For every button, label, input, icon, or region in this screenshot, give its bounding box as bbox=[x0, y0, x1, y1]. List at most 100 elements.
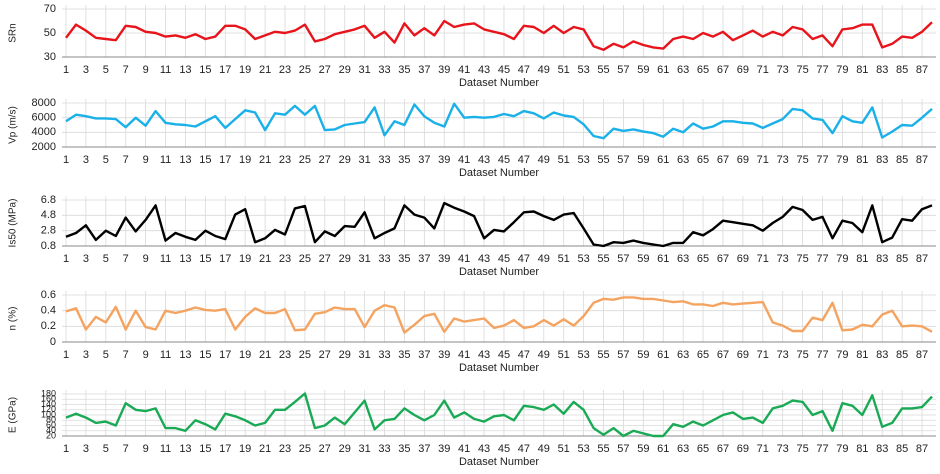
x-tick-label: 23 bbox=[279, 349, 291, 361]
x-tick-label: 81 bbox=[856, 64, 868, 76]
x-tick-label: 1 bbox=[63, 443, 69, 455]
x-tick-label: 45 bbox=[498, 349, 510, 361]
x-tick-label: 85 bbox=[896, 349, 908, 361]
x-tick-label: 11 bbox=[160, 349, 171, 361]
x-tick-label: 19 bbox=[239, 443, 251, 455]
x-tick-label: 67 bbox=[717, 64, 729, 76]
x-tick-label: 45 bbox=[498, 154, 510, 166]
x-tick-label: 9 bbox=[143, 443, 149, 455]
x-tick-label: 65 bbox=[697, 443, 709, 455]
x-tick-label: 5 bbox=[103, 64, 109, 76]
x-tick-label: 1 bbox=[63, 349, 69, 361]
x-tick-label: 45 bbox=[498, 253, 510, 265]
x-tick-label: 61 bbox=[657, 253, 669, 265]
x-tick-label: 37 bbox=[418, 64, 430, 76]
x-tick-label: 79 bbox=[836, 154, 848, 166]
x-tick-label: 9 bbox=[143, 253, 149, 265]
x-tick-label: 39 bbox=[438, 64, 450, 76]
x-tick-label: 7 bbox=[123, 443, 129, 455]
x-tick-label: 27 bbox=[319, 64, 331, 76]
x-tick-label: 21 bbox=[259, 154, 271, 166]
x-tick-label: 3 bbox=[83, 154, 89, 166]
x-tick-label: 87 bbox=[916, 253, 928, 265]
x-tick-label: 51 bbox=[558, 349, 570, 361]
y-tick-label: 0 bbox=[50, 336, 56, 348]
x-tick-label: 23 bbox=[279, 64, 291, 76]
x-tick-label: 3 bbox=[83, 253, 89, 265]
x-tick-label: 57 bbox=[617, 349, 629, 361]
x-tick-label: 39 bbox=[438, 443, 450, 455]
y-axis-title: SRn bbox=[8, 23, 19, 42]
x-tick-label: 49 bbox=[538, 443, 550, 455]
x-tick-label: 23 bbox=[279, 443, 291, 455]
x-tick-label: 45 bbox=[498, 64, 510, 76]
x-tick-label: 7 bbox=[123, 253, 129, 265]
x-axis-title: Dataset Number bbox=[459, 77, 539, 89]
x-tick-label: 87 bbox=[916, 154, 928, 166]
x-tick-label: 53 bbox=[577, 443, 589, 455]
x-tick-label: 87 bbox=[916, 64, 928, 76]
x-tick-label: 79 bbox=[836, 443, 848, 455]
y-axis-title: Is50 (MPa) bbox=[8, 199, 19, 248]
x-tick-label: 31 bbox=[358, 349, 370, 361]
y-tick-label: 30 bbox=[44, 51, 56, 63]
x-tick-label: 3 bbox=[83, 443, 89, 455]
y-tick-label: 70 bbox=[44, 3, 56, 15]
x-tick-label: 29 bbox=[339, 64, 351, 76]
x-tick-label: 53 bbox=[577, 154, 589, 166]
x-tick-label: 53 bbox=[577, 64, 589, 76]
x-tick-label: 87 bbox=[916, 443, 928, 455]
x-tick-label: 29 bbox=[339, 253, 351, 265]
x-axis-title: Dataset Number bbox=[459, 456, 539, 468]
x-tick-label: 71 bbox=[757, 443, 769, 455]
x-tick-label: 39 bbox=[438, 154, 450, 166]
x-tick-label: 43 bbox=[478, 443, 490, 455]
x-tick-label: 33 bbox=[378, 443, 390, 455]
x-tick-label: 65 bbox=[697, 64, 709, 76]
x-tick-label: 59 bbox=[637, 64, 649, 76]
y-tick-label: 0.2 bbox=[41, 320, 56, 332]
x-tick-label: 59 bbox=[637, 154, 649, 166]
x-tick-label: 71 bbox=[757, 253, 769, 265]
y-tick-label: 60 bbox=[46, 420, 56, 430]
x-tick-label: 53 bbox=[577, 253, 589, 265]
x-tick-label: 43 bbox=[478, 154, 490, 166]
x-tick-label: 61 bbox=[657, 349, 669, 361]
x-tick-label: 5 bbox=[103, 349, 109, 361]
x-tick-label: 21 bbox=[259, 64, 271, 76]
x-tick-label: 73 bbox=[777, 64, 789, 76]
x-tick-label: 43 bbox=[478, 253, 490, 265]
x-tick-label: 29 bbox=[339, 443, 351, 455]
x-tick-label: 51 bbox=[558, 154, 570, 166]
y-tick-label: 40 bbox=[46, 425, 56, 435]
x-tick-label: 17 bbox=[219, 154, 231, 166]
x-tick-label: 55 bbox=[597, 253, 609, 265]
x-tick-label: 25 bbox=[299, 443, 311, 455]
x-tick-label: 67 bbox=[717, 154, 729, 166]
x-tick-label: 15 bbox=[199, 154, 211, 166]
x-tick-label: 83 bbox=[876, 443, 888, 455]
x-tick-label: 9 bbox=[143, 64, 149, 76]
x-tick-label: 41 bbox=[458, 349, 470, 361]
x-tick-label: 11 bbox=[160, 253, 171, 265]
x-tick-label: 7 bbox=[123, 154, 129, 166]
x-tick-label: 19 bbox=[239, 253, 251, 265]
x-tick-label: 31 bbox=[358, 154, 370, 166]
x-tick-label: 69 bbox=[737, 253, 749, 265]
x-tick-label: 37 bbox=[418, 443, 430, 455]
x-tick-label: 41 bbox=[458, 443, 470, 455]
x-tick-label: 25 bbox=[299, 64, 311, 76]
x-tick-label: 53 bbox=[577, 349, 589, 361]
x-tick-label: 87 bbox=[916, 349, 928, 361]
x-tick-label: 63 bbox=[677, 154, 689, 166]
x-tick-label: 57 bbox=[617, 154, 629, 166]
x-tick-label: 69 bbox=[737, 154, 749, 166]
y-tick-label: 80 bbox=[46, 415, 56, 425]
x-tick-label: 85 bbox=[896, 64, 908, 76]
x-tick-label: 63 bbox=[677, 349, 689, 361]
x-tick-label: 65 bbox=[697, 253, 709, 265]
x-axis-title: Dataset Number bbox=[459, 266, 539, 278]
y-tick-label: 4.8 bbox=[41, 209, 56, 221]
data-line bbox=[65, 19, 933, 51]
